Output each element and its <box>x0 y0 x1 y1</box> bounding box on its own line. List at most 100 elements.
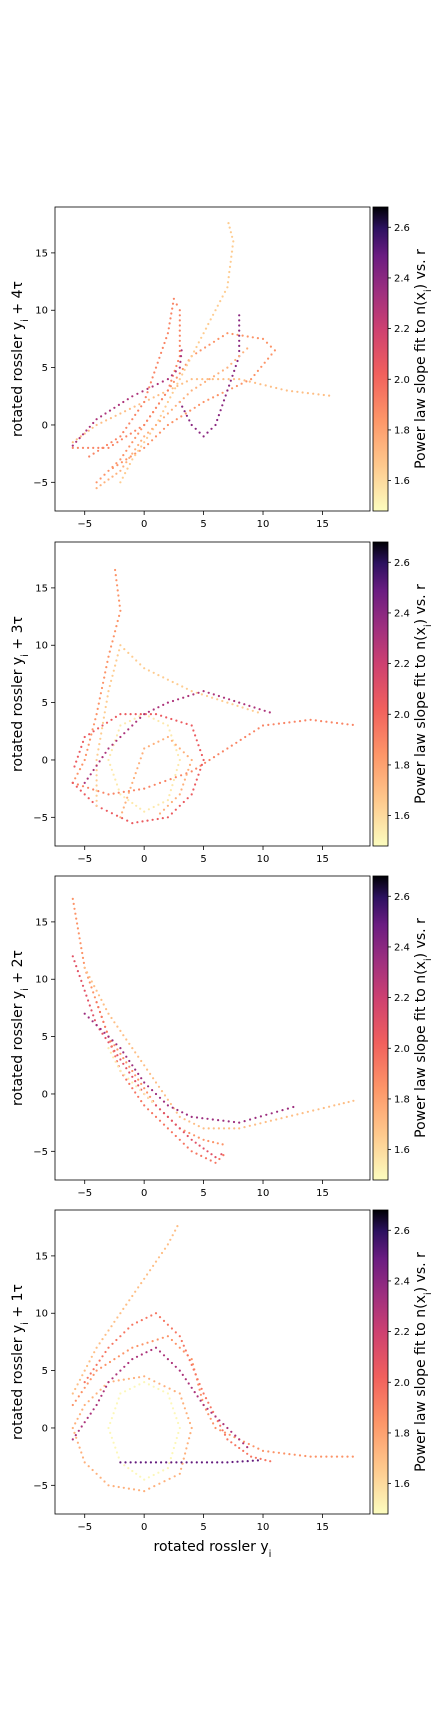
data-point <box>131 441 134 444</box>
data-point <box>197 341 200 344</box>
data-point <box>133 717 136 720</box>
data-point <box>158 420 162 423</box>
data-point <box>109 1421 112 1425</box>
data-point <box>159 414 162 417</box>
data-point <box>212 313 215 316</box>
data-point <box>117 1456 120 1459</box>
data-point <box>226 1461 229 1464</box>
data-point <box>131 1069 134 1073</box>
data-point <box>131 1075 134 1078</box>
x-tick-label: 0 <box>141 854 147 865</box>
data-point <box>123 1073 126 1076</box>
data-point <box>104 751 107 754</box>
data-point <box>76 1417 79 1420</box>
data-point <box>190 1363 193 1366</box>
data-point <box>186 1354 189 1357</box>
data-point <box>166 735 169 739</box>
data-point <box>87 429 90 432</box>
data-point <box>154 1104 158 1107</box>
data-point <box>124 713 127 716</box>
data-point <box>128 1059 131 1063</box>
data-point <box>146 391 149 394</box>
y-axis-label: rotated rossler yi + 2τ <box>10 950 31 1106</box>
data-point <box>95 769 98 772</box>
data-point <box>151 1089 154 1092</box>
data-point <box>238 378 241 381</box>
data-point <box>214 423 217 427</box>
data-point <box>125 1078 128 1081</box>
data-point <box>93 996 96 999</box>
data-point <box>217 414 220 417</box>
data-point <box>178 758 181 762</box>
data-point <box>128 1042 131 1045</box>
data-point <box>166 1127 169 1130</box>
data-point <box>110 749 113 752</box>
data-point <box>178 747 181 750</box>
data-point <box>267 357 270 360</box>
data-point <box>100 807 103 810</box>
data-point <box>156 817 159 821</box>
data-point <box>104 1025 107 1028</box>
x-tick-label: −5 <box>77 1188 92 1199</box>
data-point <box>149 1461 152 1464</box>
data-point <box>91 1396 94 1399</box>
data-point <box>135 1085 138 1088</box>
data-point <box>114 630 117 633</box>
data-point <box>190 1461 193 1464</box>
data-point <box>117 788 120 791</box>
data-point <box>216 394 219 397</box>
data-point <box>107 1012 110 1015</box>
data-point <box>95 1024 98 1027</box>
data-point <box>149 1269 152 1272</box>
data-point <box>71 1426 74 1430</box>
data-point <box>144 1461 147 1464</box>
data-point <box>236 333 239 336</box>
data-point <box>133 1385 136 1388</box>
data-point <box>128 422 131 425</box>
data-point <box>128 719 131 723</box>
data-point <box>134 713 137 716</box>
data-point <box>212 1127 215 1130</box>
data-point <box>188 419 191 422</box>
data-point <box>85 994 88 997</box>
data-point <box>190 1426 193 1430</box>
data-point <box>148 785 151 788</box>
data-point <box>105 666 108 669</box>
data-point <box>199 1399 202 1402</box>
data-point <box>194 1373 197 1376</box>
data-point <box>228 1433 231 1436</box>
data-point <box>153 1380 156 1383</box>
data-point <box>116 441 119 444</box>
x-tick-label: −5 <box>77 1522 92 1533</box>
data-point <box>112 1412 115 1415</box>
data-point <box>152 805 155 809</box>
data-point <box>143 1375 146 1378</box>
data-point <box>80 979 83 983</box>
x-tick-label: −5 <box>77 854 92 865</box>
data-point <box>178 1392 181 1395</box>
data-point <box>229 260 232 263</box>
data-point <box>229 231 232 234</box>
data-point <box>226 286 229 289</box>
data-point <box>267 1450 270 1453</box>
data-point <box>170 379 173 382</box>
data-point <box>111 466 114 470</box>
data-point <box>71 955 74 958</box>
data-point <box>312 1109 315 1112</box>
data-point <box>188 1131 191 1135</box>
data-point <box>210 1153 213 1156</box>
data-point <box>246 347 249 350</box>
data-point <box>162 722 165 725</box>
data-point <box>73 765 76 768</box>
data-point <box>105 1385 108 1388</box>
data-point <box>122 1057 125 1060</box>
data-point <box>95 774 98 777</box>
data-point <box>104 1036 107 1040</box>
y-tick-label: −5 <box>33 1481 48 1492</box>
data-point <box>81 1408 84 1411</box>
data-point <box>243 1126 246 1129</box>
data-point <box>232 378 236 381</box>
data-point <box>258 708 261 711</box>
data-point <box>150 1348 153 1352</box>
data-point <box>97 994 101 997</box>
